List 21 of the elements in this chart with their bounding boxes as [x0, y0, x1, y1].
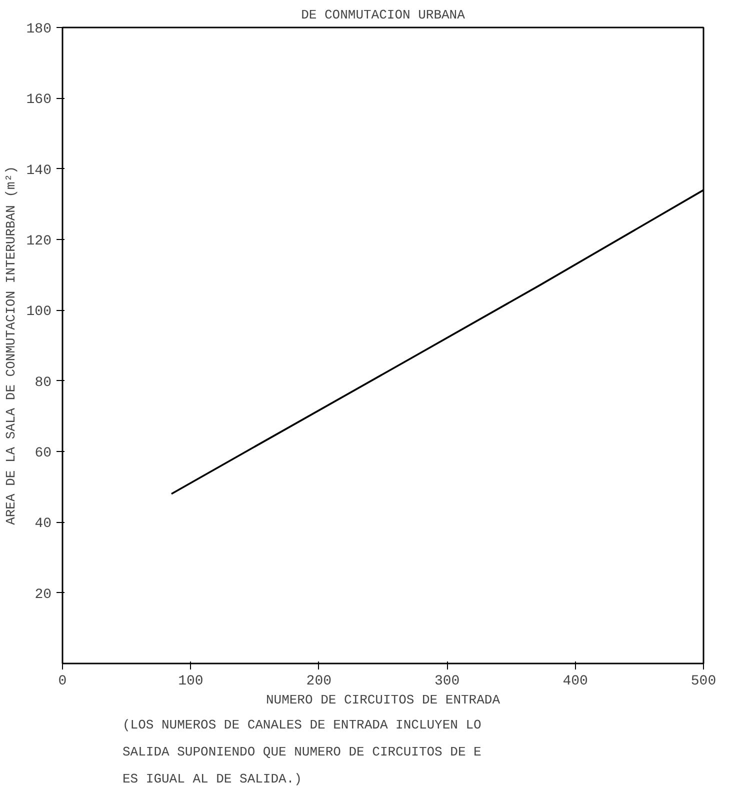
y-tick-label: 140 [26, 162, 52, 179]
text: SALIDA SUPONIENDO QUE NUMERO DE CIRCUITOS DE E [122, 744, 482, 760]
y-tick-label: 80 [34, 374, 52, 391]
y-tick-label: 160 [26, 92, 52, 108]
x-axis-title: NUMERO DE CIRCUITOS DE ENTRADA [266, 692, 500, 708]
y-tick-label: 60 [34, 446, 52, 462]
y-tick-label: 40 [34, 516, 52, 532]
x-tick-label: 500 [690, 674, 716, 690]
y-tick-label: 20 [34, 586, 52, 603]
x-tick-label: 200 [306, 674, 332, 690]
chart-title: DE CONMUTACION URBANA [301, 8, 466, 22]
y-tick-label: 180 [26, 22, 52, 38]
text: (LOS NUMEROS DE CANALES DE ENTRADA INCLUYEN LO [122, 718, 482, 732]
y-tick-label: 120 [26, 234, 52, 250]
y-axis-title: AREA DE LA SALA DE CONMUTACION INTERURBAN (m²) [3, 166, 18, 525]
x-tick-label: 400 [562, 674, 588, 690]
x-tick-label: 0 [58, 674, 67, 690]
text: ES IGUAL AL DE SALIDA.) [122, 772, 302, 786]
x-tick-label: 100 [178, 674, 204, 690]
x-tick-label: 300 [434, 674, 460, 690]
y-tick-label: 100 [26, 304, 52, 320]
